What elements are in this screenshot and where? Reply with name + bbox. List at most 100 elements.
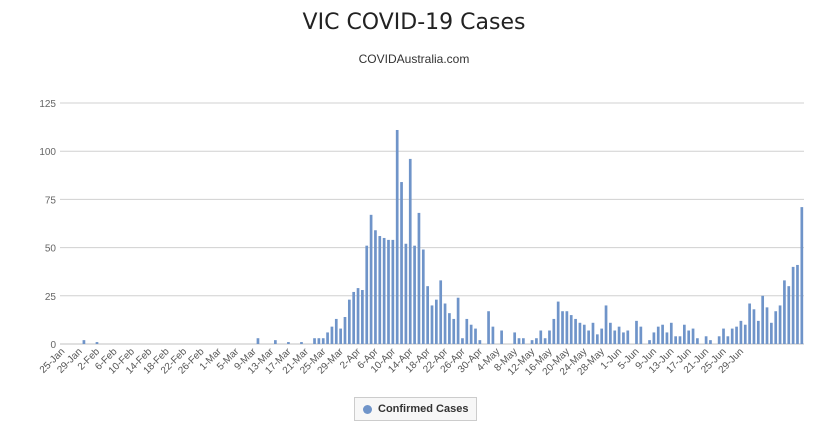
bar[interactable] [448,313,451,344]
bar[interactable] [648,340,651,344]
bar[interactable] [600,328,604,344]
bar[interactable] [443,303,447,344]
bar[interactable] [347,299,351,344]
bar[interactable] [665,332,669,344]
bar[interactable] [696,338,699,344]
bar[interactable] [439,280,443,344]
bar[interactable] [478,340,482,344]
bar[interactable] [378,236,382,344]
bar[interactable] [578,322,582,344]
bar[interactable] [613,330,617,344]
bar[interactable] [691,328,695,344]
bar[interactable] [326,332,329,344]
bar[interactable] [778,305,782,344]
bar[interactable] [609,322,612,344]
bar[interactable] [530,340,534,344]
bar[interactable] [361,290,364,344]
bar[interactable] [408,158,412,344]
bar[interactable] [82,340,86,344]
bar[interactable] [330,326,334,344]
bar[interactable] [604,305,608,344]
bar[interactable] [791,266,795,344]
legend[interactable]: Confirmed Cases [354,397,478,421]
bar[interactable] [774,311,778,344]
bar[interactable] [669,322,673,344]
bar[interactable] [421,249,425,344]
bar[interactable] [595,334,599,344]
bar[interactable] [300,342,303,344]
bar[interactable] [574,318,577,344]
bar[interactable] [569,315,573,344]
bar[interactable] [730,328,734,344]
legend-label[interactable]: Confirmed Cases [378,403,469,415]
bar[interactable] [95,342,99,344]
bar[interactable] [626,330,630,344]
bar[interactable] [674,336,677,344]
bar[interactable] [513,332,517,344]
bar[interactable] [800,207,804,344]
bar[interactable] [339,328,342,344]
bar[interactable] [635,320,638,344]
bar[interactable] [413,245,416,344]
bar[interactable] [522,338,525,344]
bar[interactable] [622,332,625,344]
bar[interactable] [722,328,725,344]
bar[interactable] [356,288,360,344]
bar[interactable] [535,338,538,344]
bar[interactable] [748,303,751,344]
bar[interactable] [321,338,325,344]
bar[interactable] [565,311,569,344]
bar[interactable] [752,309,756,344]
bar[interactable] [543,338,547,344]
bar[interactable] [435,299,438,344]
bar[interactable] [391,239,395,344]
bar[interactable] [352,291,356,344]
bar[interactable] [783,280,786,344]
bar[interactable] [726,336,730,344]
bar[interactable] [656,326,660,344]
bar[interactable] [765,307,769,344]
bar[interactable] [739,320,743,344]
bar[interactable] [461,338,464,344]
bar[interactable] [704,336,708,344]
bar[interactable] [761,295,765,344]
bar[interactable] [548,330,551,344]
bar[interactable] [683,324,686,344]
bar[interactable] [334,318,338,344]
bar[interactable] [474,328,477,344]
bar[interactable] [374,230,377,344]
bar[interactable] [382,237,386,344]
bar[interactable] [652,332,656,344]
bar[interactable] [256,338,260,344]
bar[interactable] [274,340,277,344]
bar[interactable] [687,330,691,344]
bar[interactable] [539,330,543,344]
bar[interactable] [796,264,799,344]
bar[interactable] [639,326,643,344]
bar[interactable] [465,318,469,344]
bar[interactable] [395,129,399,344]
bar[interactable] [369,214,373,344]
bar[interactable] [661,324,664,344]
bar[interactable] [452,318,456,344]
bar[interactable] [491,326,495,344]
bar[interactable] [743,324,747,344]
bar[interactable] [735,326,738,344]
bar[interactable] [717,336,721,344]
bar[interactable] [313,338,316,344]
bar[interactable] [430,305,434,344]
bar[interactable] [417,212,421,344]
bar[interactable] [770,322,773,344]
bar[interactable] [756,320,760,344]
bar[interactable] [587,330,590,344]
bar[interactable] [591,322,595,344]
bar[interactable] [287,342,290,344]
bar[interactable] [517,338,521,344]
bar[interactable] [556,301,560,344]
bar[interactable] [400,182,403,344]
bar[interactable] [317,338,321,344]
bar[interactable] [426,286,429,344]
bar[interactable] [552,318,556,344]
bar[interactable] [343,317,347,344]
bar[interactable] [404,243,408,344]
